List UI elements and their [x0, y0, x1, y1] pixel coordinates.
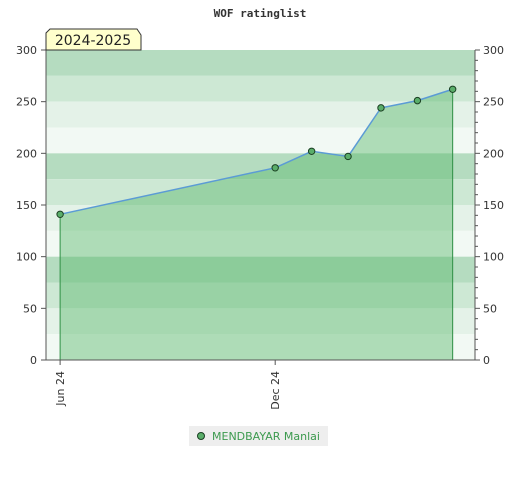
data-point	[377, 104, 385, 112]
grid-band	[46, 256, 475, 283]
y-tick-label-left: 300	[16, 44, 37, 57]
x-tick-label: Dec 24	[269, 371, 282, 410]
data-point	[56, 210, 64, 219]
grid-band	[46, 282, 475, 309]
axes: 0 0 50 50 100 100 150 150 200 200 250 250 300 300 Jun …	[16, 44, 504, 410]
season-badge-label: 2024-2025	[55, 33, 131, 49]
legend[interactable]: MENDBAYAR Manlai	[189, 426, 328, 446]
data-point	[307, 147, 316, 155]
y-tick-label-right: 250	[483, 96, 504, 109]
grid-band	[46, 50, 475, 76]
legend-series-label: MENDBAYAR Manlai	[212, 429, 320, 443]
y-tick-label-right: 0	[483, 354, 490, 367]
chart-title: WOF ratinglist	[214, 7, 307, 20]
grid-band	[46, 101, 475, 128]
season-badge: 2024-2025	[45, 28, 142, 51]
data-point	[344, 152, 352, 161]
series-area	[60, 89, 453, 361]
grid-band	[46, 153, 475, 180]
y-tick-label-right: 100	[483, 251, 504, 264]
grid-band	[46, 334, 475, 360]
grid-band	[46, 205, 475, 231]
data-points	[56, 85, 457, 219]
y-tick-label-left: 150	[16, 199, 37, 212]
y-tick-label-left: 0	[30, 354, 37, 367]
y-tick-label-right: 200	[483, 147, 504, 160]
data-point	[413, 96, 422, 105]
x-tick-label: Jun 24	[54, 371, 67, 407]
grid-band	[46, 308, 475, 335]
grid-band	[46, 230, 475, 257]
y-tick-label-left: 50	[23, 302, 37, 315]
grid-band	[46, 127, 475, 154]
background-bands	[46, 50, 475, 360]
y-tick-label-left: 250	[16, 96, 37, 109]
grid-band	[46, 75, 475, 102]
y-tick-label-right: 150	[483, 199, 504, 212]
grid-band	[46, 179, 475, 205]
data-point	[271, 164, 279, 172]
y-tick-label-right: 50	[483, 302, 497, 315]
y-tick-label-left: 100	[16, 251, 37, 264]
data-point	[448, 85, 457, 93]
y-tick-label-left: 200	[16, 147, 37, 160]
y-tick-label-right: 300	[483, 44, 504, 57]
legend-marker-icon	[197, 432, 205, 440]
